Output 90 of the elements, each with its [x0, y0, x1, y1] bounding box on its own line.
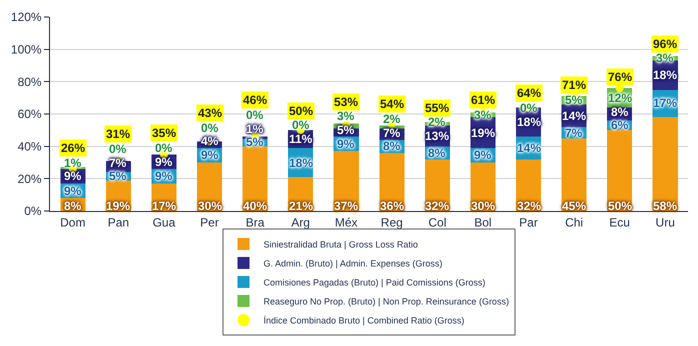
x-tick-label: Reg [380, 215, 403, 230]
data-label: 9% [155, 155, 173, 169]
data-label: 46% [243, 93, 268, 107]
data-label: 14% [517, 141, 542, 155]
data-label: 2% [428, 115, 446, 129]
data-label: 35% [152, 126, 176, 140]
data-label: 19% [471, 126, 496, 140]
data-label: 8% [64, 199, 82, 213]
data-label: 9% [64, 169, 82, 183]
x-tick-label: Arg [291, 215, 310, 230]
x-tick-label: Uru [656, 215, 675, 230]
data-label: 8% [611, 105, 629, 119]
data-label: 21% [289, 199, 314, 213]
data-label: 2% [383, 112, 401, 126]
data-label: 12% [608, 91, 632, 105]
y-tick-label: 100% [10, 42, 42, 57]
data-label: 6% [611, 118, 629, 132]
data-label: 53% [334, 95, 358, 109]
data-label: 0% [520, 101, 538, 115]
data-label: 11% [289, 132, 313, 146]
data-label: 55% [425, 101, 450, 115]
legend-label: G. Admin. (Bruto) | Admin. Expenses (Gross) [264, 258, 442, 268]
data-label: 19% [106, 199, 130, 213]
data-label: 45% [562, 199, 586, 213]
data-label: 14% [562, 109, 586, 123]
legend-label: Comisiones Pagadas (Bruto) | Paid Comissions (Gross) [264, 277, 486, 288]
x-tick-label: Bra [246, 215, 265, 230]
data-label: 5% [246, 135, 264, 149]
data-label: 0% [109, 142, 127, 156]
y-tick-label: 60% [18, 107, 42, 122]
x-tick-label: Gua [152, 215, 176, 230]
data-label: 58% [653, 199, 678, 213]
data-label: 76% [608, 70, 632, 84]
data-label: 17% [653, 96, 678, 110]
data-label: 7% [383, 126, 401, 140]
data-label: 0% [292, 118, 310, 132]
x-tick-label: Ecu [609, 215, 630, 230]
data-label: 8% [428, 146, 446, 160]
data-label: 8% [383, 139, 401, 153]
data-label: 3% [337, 109, 355, 123]
data-label: 50% [289, 104, 314, 118]
data-label: 37% [334, 199, 358, 213]
y-tick-label: 80% [18, 74, 42, 89]
data-label: 54% [380, 97, 404, 111]
data-label: 61% [471, 93, 496, 107]
x-tick-label: Pan [108, 215, 130, 230]
data-label: 18% [289, 156, 314, 170]
x-tick-label: Bol [474, 215, 492, 230]
data-label: 71% [562, 78, 586, 92]
data-label: 96% [653, 37, 678, 51]
data-label: 1% [64, 156, 82, 170]
y-tick-label: 0% [24, 204, 42, 218]
x-tick-label: Méx [334, 215, 358, 230]
legend-label: Índice Combinado Bruto | Combined Ratio (Gross) [264, 315, 464, 326]
data-label: 31% [106, 127, 130, 141]
data-label: 13% [425, 129, 450, 143]
legend-label: Siniestralidad Bruta | Gross Loss Ratio [264, 239, 418, 250]
data-label: 40% [243, 199, 268, 213]
data-label: 64% [517, 86, 542, 100]
data-label: 30% [198, 199, 222, 213]
x-tick-label: Col [428, 215, 446, 230]
data-label: 9% [201, 148, 219, 162]
data-label: 5% [109, 169, 127, 183]
data-label: 18% [653, 68, 678, 82]
y-tick-label: 120% [10, 10, 42, 24]
legend-label: Reaseguro No Prop. (Bruto) | Non Prop. Reinsurance (Gross) [264, 296, 509, 306]
data-label: 36% [380, 199, 404, 213]
y-tick-label: 20% [18, 172, 42, 186]
data-label: 17% [152, 199, 176, 213]
x-tick-label: Dom [60, 215, 86, 230]
y-tick-label: 40% [18, 140, 42, 154]
data-label: 9% [337, 137, 355, 151]
data-label: 18% [517, 115, 542, 129]
data-label: 26% [61, 141, 86, 155]
data-label: 0% [201, 121, 219, 135]
data-label: 32% [517, 199, 542, 213]
x-tick-label: Per [200, 215, 219, 230]
data-label: 9% [64, 184, 82, 198]
data-label: 9% [155, 169, 173, 183]
x-tick-label: Par [519, 215, 538, 230]
data-label: 0% [155, 141, 173, 155]
data-label: 32% [425, 199, 450, 213]
data-label: 9% [474, 148, 492, 162]
data-label: 30% [471, 199, 496, 213]
data-label: 0% [246, 108, 264, 122]
data-label: 50% [608, 199, 632, 213]
x-tick-label: Chi [565, 215, 584, 230]
data-label: 5% [565, 93, 583, 107]
data-label: 43% [198, 106, 222, 120]
data-label: 7% [565, 126, 583, 140]
